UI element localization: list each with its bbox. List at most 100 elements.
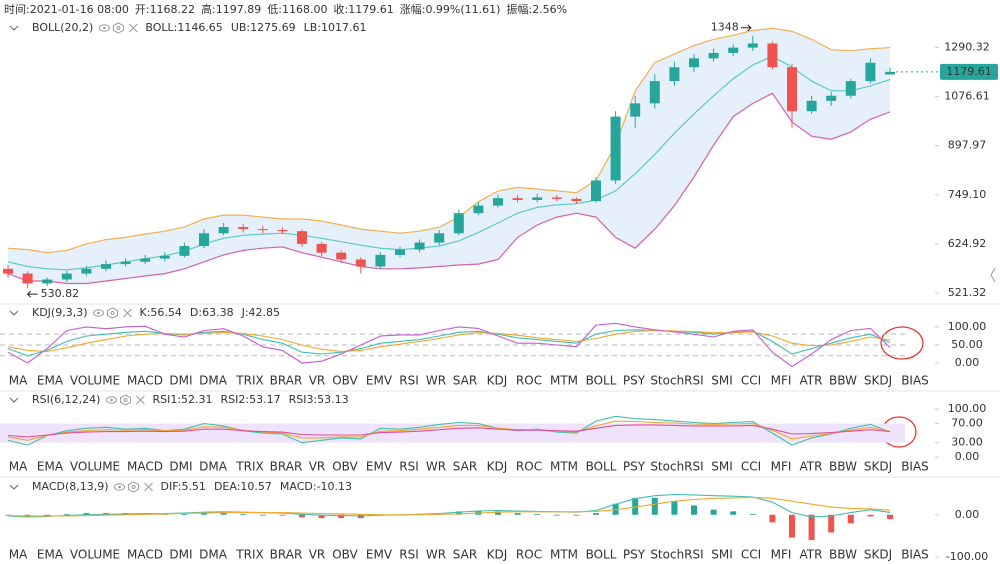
settings-dot[interactable] bbox=[123, 398, 128, 402]
indicator-tab[interactable]: KDJ bbox=[487, 374, 508, 388]
indicator-tab[interactable]: SMI bbox=[711, 548, 733, 562]
indicator-tab[interactable]: MA bbox=[9, 374, 28, 388]
settings-icon[interactable] bbox=[107, 307, 118, 319]
collapse-icon[interactable] bbox=[9, 397, 19, 403]
indicator-tab[interactable]: MACD bbox=[127, 374, 163, 388]
indicator-tab[interactable]: EMV bbox=[366, 548, 393, 562]
eye-pupil[interactable] bbox=[103, 26, 106, 30]
indicator-tab[interactable]: EMA bbox=[37, 460, 64, 474]
eye-icon[interactable] bbox=[93, 309, 104, 317]
indicator-tab[interactable]: EMA bbox=[37, 374, 64, 388]
close-icon[interactable] bbox=[136, 395, 145, 405]
indicator-tab[interactable]: MFI bbox=[771, 374, 792, 388]
collapse-icon[interactable] bbox=[9, 484, 19, 490]
settings-icon[interactable] bbox=[128, 481, 140, 493]
scroll-arrow[interactable] bbox=[990, 267, 996, 283]
indicator-tab[interactable]: SMI bbox=[711, 460, 733, 474]
indicator-tab[interactable]: CCI bbox=[741, 374, 761, 388]
eye-pupil[interactable] bbox=[110, 398, 113, 402]
indicator-tab[interactable]: VOLUME bbox=[70, 460, 120, 474]
indicator-tab[interactable]: BIAS bbox=[901, 548, 929, 562]
eye-icon[interactable] bbox=[98, 24, 110, 32]
indicator-tab[interactable]: BIAS bbox=[901, 460, 929, 474]
indicator-tab[interactable]: TRIX bbox=[235, 548, 263, 562]
indicator-tab[interactable]: CCI bbox=[741, 460, 761, 474]
indicator-tab[interactable]: ATR bbox=[800, 374, 823, 388]
indicator-tab[interactable]: KDJ bbox=[487, 548, 508, 562]
indicator-tab[interactable]: TRIX bbox=[235, 374, 263, 388]
settings-dot[interactable] bbox=[116, 26, 121, 30]
indicator-tab[interactable]: VR bbox=[309, 460, 326, 474]
indicator-tab[interactable]: BIAS bbox=[901, 374, 929, 388]
indicator-tab[interactable]: StochRSI bbox=[650, 548, 703, 562]
indicator-tab[interactable]: VR bbox=[309, 374, 326, 388]
indicator-tab[interactable]: SKDJ bbox=[864, 548, 892, 562]
indicator-tab[interactable]: BOLL bbox=[586, 548, 617, 562]
indicator-tab[interactable]: PSY bbox=[623, 460, 646, 474]
indicator-tab[interactable]: SAR bbox=[453, 548, 477, 562]
indicator-tab[interactable]: BBW bbox=[829, 460, 857, 474]
indicator-tab[interactable]: OBV bbox=[332, 548, 358, 562]
indicator-tab[interactable]: PSY bbox=[623, 548, 646, 562]
close-icon[interactable] bbox=[123, 308, 132, 318]
indicator-tab[interactable]: RSI bbox=[399, 548, 419, 562]
indicator-tab[interactable]: DMA bbox=[199, 548, 228, 562]
eye-pupil[interactable] bbox=[118, 485, 121, 489]
indicator-tab[interactable]: BOLL bbox=[586, 374, 617, 388]
indicator-tab[interactable]: SAR bbox=[453, 460, 477, 474]
indicator-tab[interactable]: BRAR bbox=[270, 548, 303, 562]
indicator-tab[interactable]: SKDJ bbox=[864, 460, 892, 474]
indicator-tab[interactable]: OBV bbox=[332, 460, 358, 474]
eye-pupil[interactable] bbox=[97, 311, 100, 315]
indicator-tab[interactable]: TRIX bbox=[235, 460, 263, 474]
indicator-tab[interactable]: RSI bbox=[399, 374, 419, 388]
indicator-tab[interactable]: MTM bbox=[550, 460, 578, 474]
indicator-tab[interactable]: SAR bbox=[453, 374, 477, 388]
indicator-tab[interactable]: ROC bbox=[516, 460, 542, 474]
indicator-tab[interactable]: ATR bbox=[800, 548, 823, 562]
close-icon[interactable] bbox=[144, 482, 153, 492]
indicator-tab[interactable]: WR bbox=[426, 548, 446, 562]
indicator-tab[interactable]: BRAR bbox=[270, 460, 303, 474]
collapse-icon[interactable] bbox=[9, 310, 19, 316]
indicator-tab[interactable]: RSI bbox=[399, 460, 419, 474]
indicator-tab[interactable]: VR bbox=[309, 548, 326, 562]
indicator-tab[interactable]: DMI bbox=[169, 548, 192, 562]
indicator-tab[interactable]: SKDJ bbox=[864, 374, 892, 388]
indicator-tab[interactable]: KDJ bbox=[487, 460, 508, 474]
settings-icon[interactable] bbox=[119, 394, 131, 406]
eye-icon[interactable] bbox=[105, 396, 117, 404]
indicator-tab[interactable]: StochRSI bbox=[650, 460, 703, 474]
indicator-tab[interactable]: MFI bbox=[771, 548, 792, 562]
indicator-tab[interactable]: DMI bbox=[169, 460, 192, 474]
indicator-tab[interactable]: MTM bbox=[550, 374, 578, 388]
indicator-tab[interactable]: EMV bbox=[366, 460, 393, 474]
close-icon[interactable] bbox=[128, 23, 138, 33]
indicator-tab[interactable]: ATR bbox=[800, 460, 823, 474]
indicator-tab[interactable]: VOLUME bbox=[70, 548, 120, 562]
indicator-tab[interactable]: BOLL bbox=[586, 460, 617, 474]
indicator-tab[interactable]: EMA bbox=[37, 548, 64, 562]
indicator-tab[interactable]: MACD bbox=[127, 548, 163, 562]
indicator-tab[interactable]: ROC bbox=[516, 374, 542, 388]
indicator-tab[interactable]: StochRSI bbox=[650, 374, 703, 388]
indicator-tab[interactable]: MACD bbox=[127, 460, 163, 474]
indicator-tab[interactable]: WR bbox=[426, 460, 446, 474]
indicator-tab[interactable]: BRAR bbox=[270, 374, 303, 388]
indicator-tab[interactable]: MFI bbox=[771, 460, 792, 474]
indicator-tab[interactable]: BBW bbox=[829, 374, 857, 388]
indicator-tab[interactable]: DMI bbox=[169, 374, 192, 388]
settings-icon[interactable] bbox=[112, 22, 124, 34]
indicator-tab[interactable]: SMI bbox=[711, 374, 733, 388]
indicator-tab[interactable]: VOLUME bbox=[70, 374, 120, 388]
settings-dot[interactable] bbox=[131, 485, 136, 489]
indicator-tab[interactable]: DMA bbox=[199, 460, 228, 474]
indicator-tab[interactable]: MTM bbox=[550, 548, 578, 562]
indicator-tab[interactable]: WR bbox=[426, 374, 446, 388]
settings-dot[interactable] bbox=[110, 311, 115, 315]
indicator-tab[interactable]: ROC bbox=[516, 548, 542, 562]
indicator-tab[interactable]: PSY bbox=[623, 374, 646, 388]
indicator-tab[interactable]: OBV bbox=[332, 374, 358, 388]
collapse-icon[interactable] bbox=[9, 25, 19, 31]
indicator-tab[interactable]: MA bbox=[9, 460, 28, 474]
